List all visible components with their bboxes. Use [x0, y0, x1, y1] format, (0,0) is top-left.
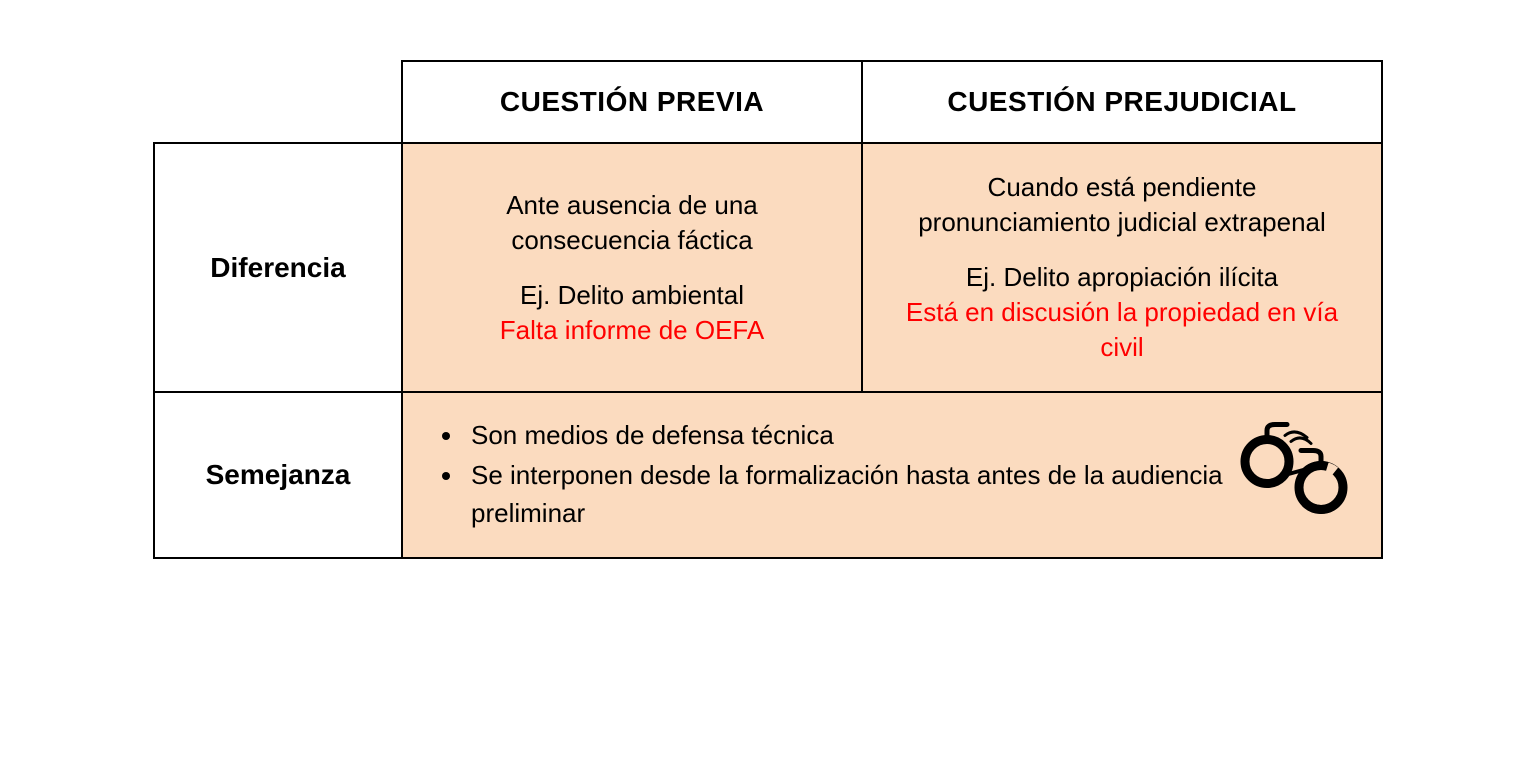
diferencia-col1-example-red: Falta informe de OEFA [433, 313, 831, 348]
diferencia-col2-example-red: Está en discusión la propiedad en vía ci… [893, 295, 1351, 365]
diferencia-col1-example-label: Ej. Delito ambiental [433, 278, 831, 313]
header-col2: CUESTIÓN PREJUDICIAL [862, 61, 1382, 143]
cell-diferencia-col2: Cuando está pendiente pronunciamiento ju… [862, 143, 1382, 392]
rowlabel-semejanza: Semejanza [154, 392, 402, 557]
cell-semejanza: Son medios de defensa técnica Se interpo… [402, 392, 1382, 557]
semejanza-bullet-0: Son medios de defensa técnica [465, 417, 1257, 455]
corner-cell [154, 61, 402, 143]
cell-diferencia-col1: Ante ausencia de una consecuencia fáctic… [402, 143, 862, 392]
header-col1: CUESTIÓN PREVIA [402, 61, 862, 143]
handcuffs-icon [1235, 422, 1353, 529]
semejanza-bullet-1: Se interponen desde la formalización has… [465, 457, 1257, 532]
rowlabel-diferencia: Diferencia [154, 143, 402, 392]
comparison-table: CUESTIÓN PREVIA CUESTIÓN PREJUDICIAL Dif… [153, 60, 1383, 559]
semejanza-bullets: Son medios de defensa técnica Se interpo… [437, 417, 1257, 532]
diferencia-col2-desc: Cuando está pendiente pronunciamiento ju… [893, 170, 1351, 240]
diferencia-col2-example-label: Ej. Delito apropiación ilícita [893, 260, 1351, 295]
diferencia-col1-desc: Ante ausencia de una consecuencia fáctic… [433, 188, 831, 258]
